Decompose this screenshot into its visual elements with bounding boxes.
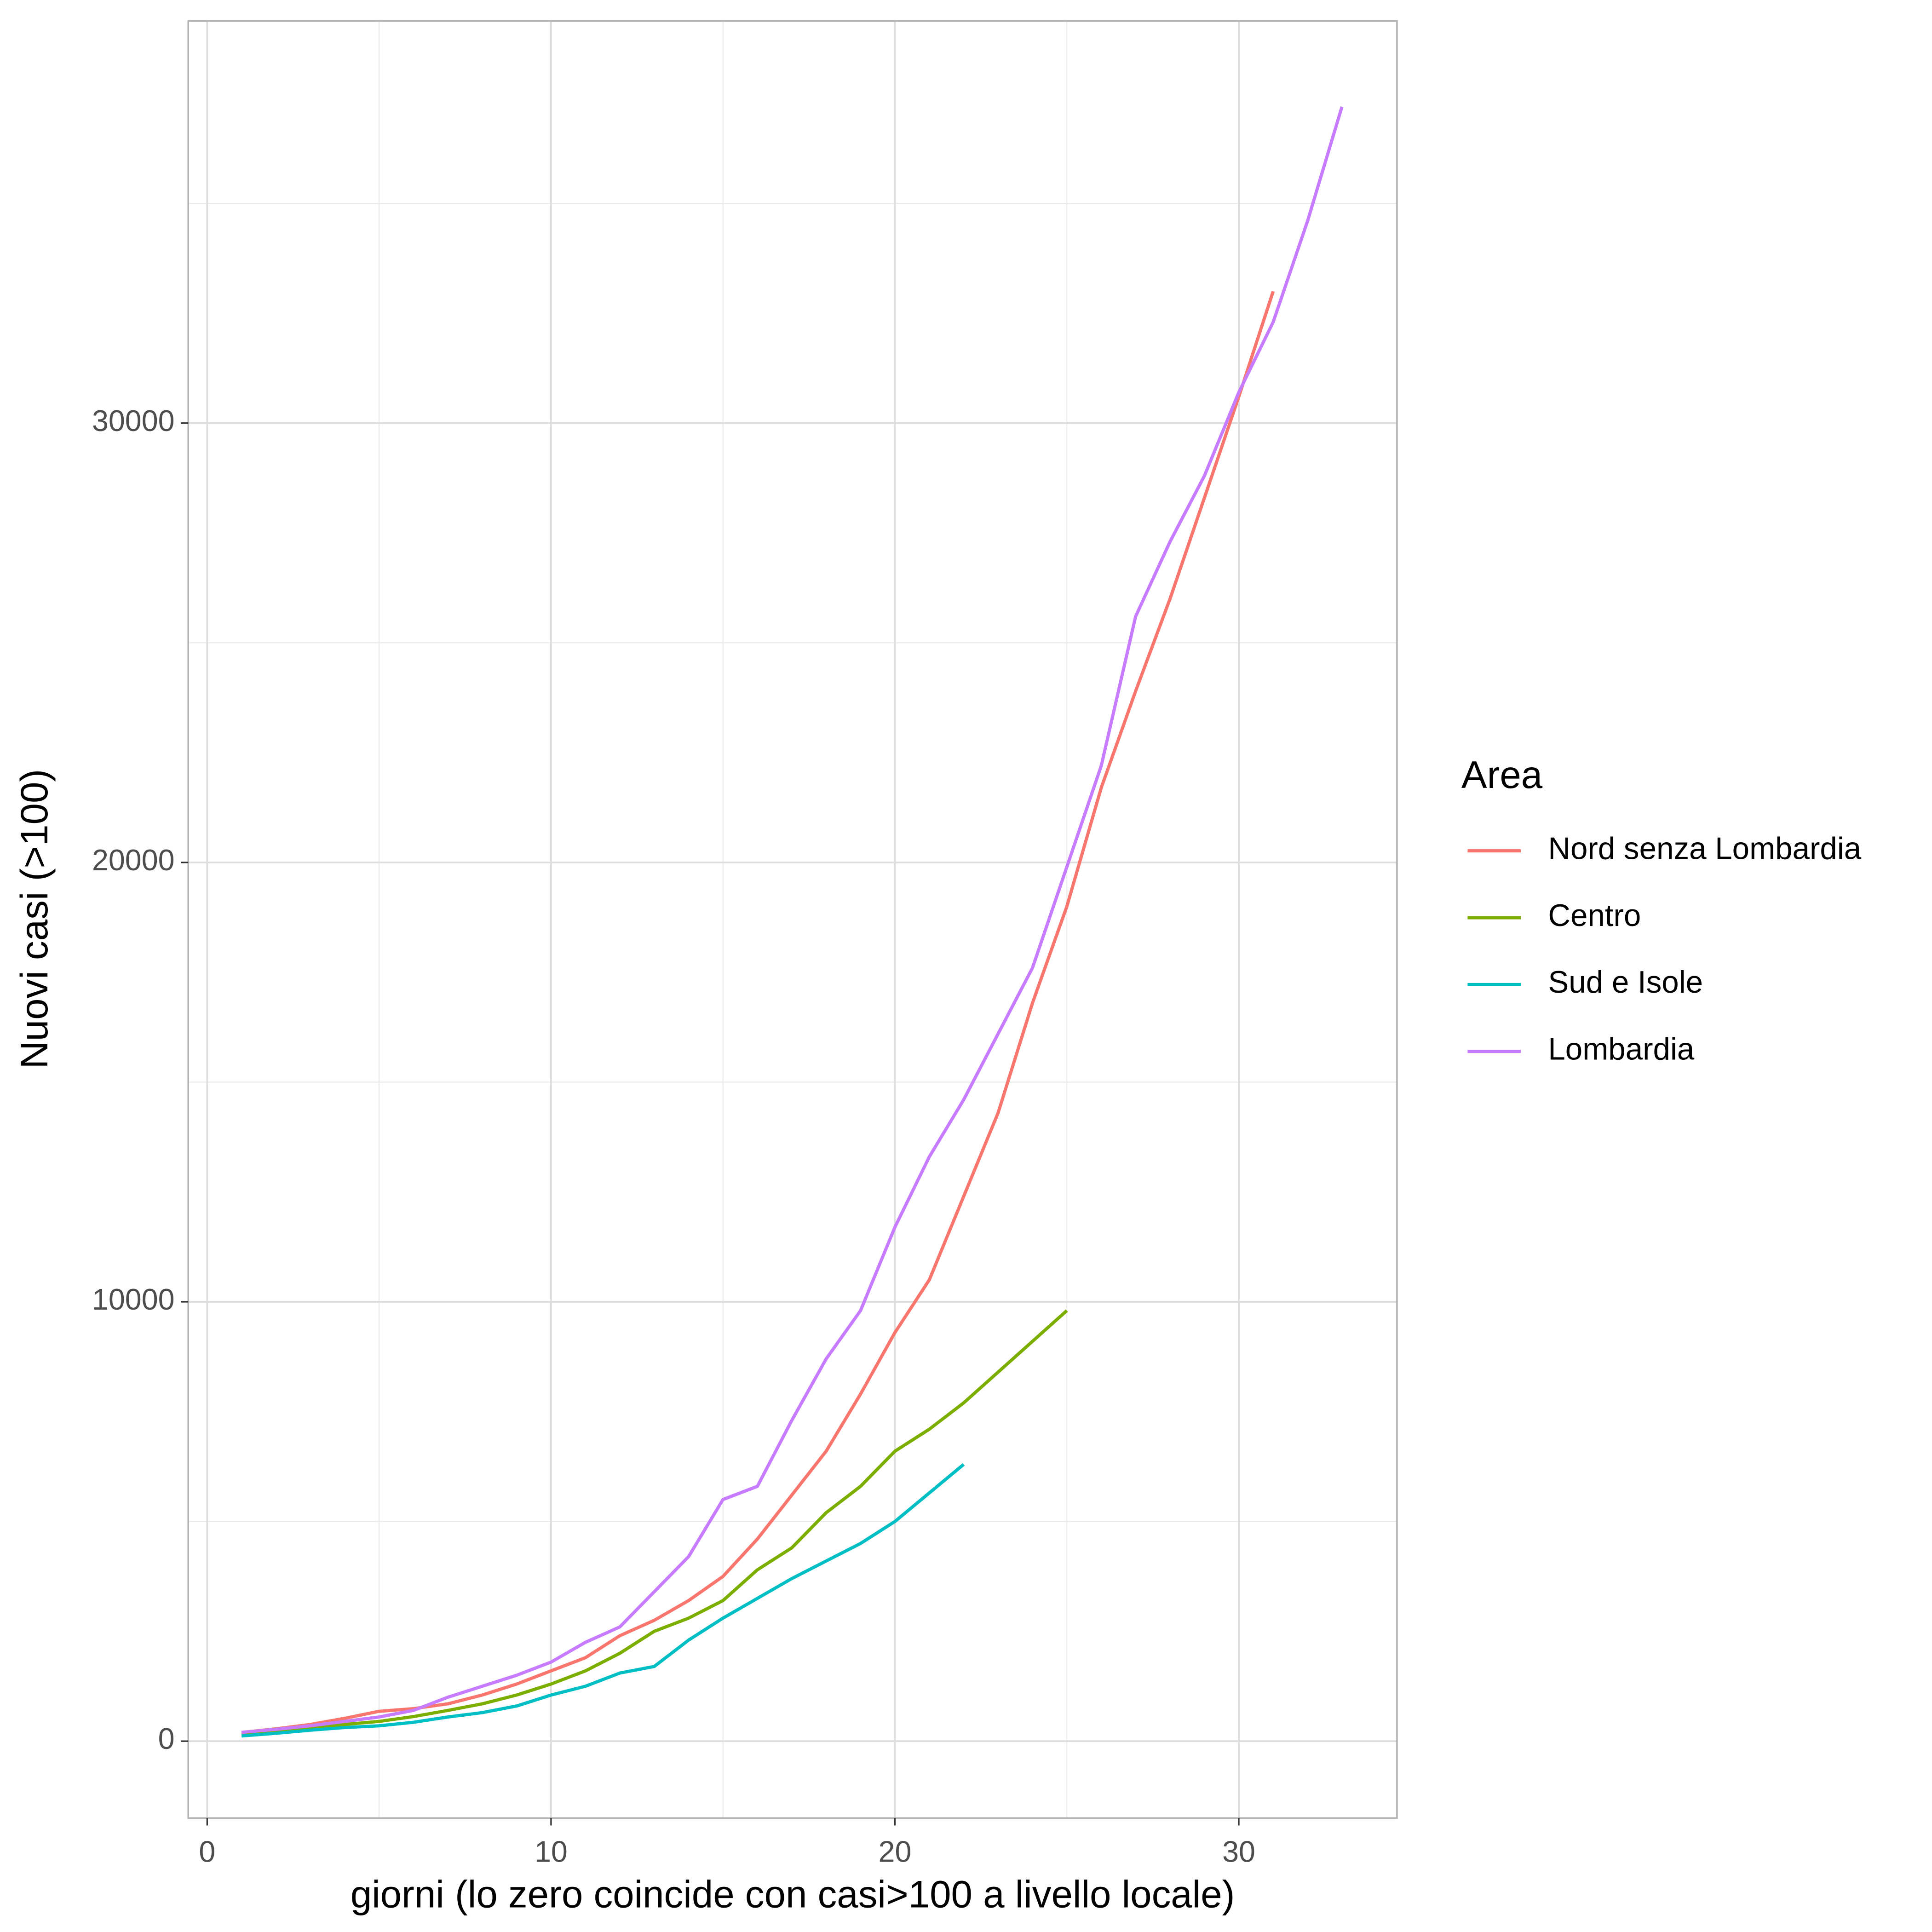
x-tick-label: 0 bbox=[199, 1835, 215, 1868]
x-tick-label: 20 bbox=[879, 1835, 912, 1868]
lines bbox=[241, 106, 1344, 1738]
y-tick-label: 20000 bbox=[92, 844, 175, 877]
y-tick-label: 0 bbox=[158, 1722, 175, 1755]
series-line bbox=[241, 1309, 1068, 1736]
series-line bbox=[241, 1463, 965, 1738]
y-tick-label: 30000 bbox=[92, 404, 175, 437]
y-axis-title: Nuovi casi (>100) bbox=[12, 769, 56, 1069]
panel-border bbox=[187, 20, 1398, 1819]
legend-label: Lombardia bbox=[1548, 1032, 1695, 1067]
legend-label: Nord senza Lombardia bbox=[1548, 831, 1861, 866]
x-axis-title: giorni (lo zero coincide con casi>100 a … bbox=[351, 1873, 1235, 1916]
legend-label: Sud e Isole bbox=[1548, 965, 1703, 1000]
grid bbox=[188, 21, 1397, 1818]
series-line bbox=[241, 291, 1275, 1734]
series-line bbox=[241, 106, 1344, 1734]
y-tick-label: 10000 bbox=[92, 1283, 175, 1316]
legend-title: Area bbox=[1461, 753, 1543, 796]
x-tick-label: 30 bbox=[1222, 1835, 1255, 1868]
legend-label: Centro bbox=[1548, 898, 1641, 933]
x-tick-label: 10 bbox=[535, 1835, 568, 1868]
